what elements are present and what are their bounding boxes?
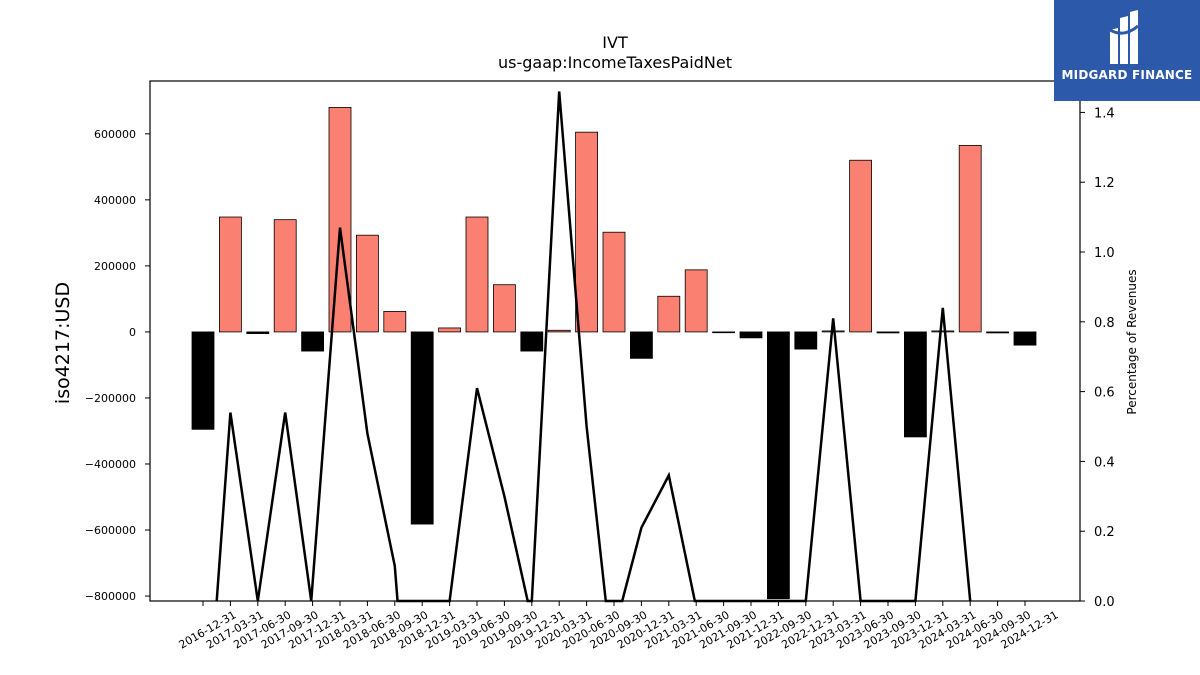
y2-tick-label: 0.2 — [1094, 525, 1115, 540]
bar-2018-09-30 — [383, 311, 407, 333]
y-tick-label: −800000 — [85, 590, 136, 603]
logo-text: MIDGARD FINANCE — [1061, 68, 1193, 82]
bar-2018-12-31 — [410, 331, 434, 525]
chart-subtitle: us-gaap:IncomeTaxesPaidNet — [498, 53, 732, 72]
y2-tick-label: 1.4 — [1094, 106, 1115, 121]
y-tick-label: 400000 — [94, 194, 136, 207]
y2-tick-label: 0.6 — [1094, 386, 1115, 401]
y-axis-label: iso4217:USD — [52, 282, 74, 404]
bar-2019-03-31 — [438, 327, 462, 333]
y2-tick-label: 1.2 — [1094, 176, 1115, 191]
bar-2021-03-31 — [657, 295, 681, 333]
bar-2024-12-31 — [1013, 331, 1037, 346]
bar-2023-06-30 — [849, 159, 872, 333]
y-tick-label: −600000 — [85, 524, 136, 537]
bar-2022-12-31 — [794, 331, 818, 350]
bar-2024-03-31 — [931, 330, 955, 333]
midgard-finance-logo: MIDGARD FINANCE — [1054, 0, 1200, 101]
y-tick-label: −400000 — [85, 458, 136, 471]
bar-2018-06-30 — [355, 234, 379, 333]
bar-2020-06-30 — [575, 131, 598, 333]
bar-2016-12-31 — [191, 331, 215, 430]
y-tick-label: 200000 — [94, 260, 136, 273]
percentage-line — [215, 91, 972, 603]
y2-tick-label: 1.0 — [1094, 246, 1115, 261]
plot-frame — [149, 80, 1081, 602]
bar-2019-09-30 — [492, 284, 516, 333]
bar-2017-03-31 — [218, 216, 242, 333]
bar-2024-06-30 — [958, 144, 982, 333]
bar-2019-12-31 — [520, 331, 544, 352]
bar-2021-12-31 — [739, 331, 763, 339]
bar-2020-03-31 — [547, 329, 571, 333]
y-tick-label: 600000 — [94, 128, 136, 141]
chart-title: IVT — [602, 33, 628, 52]
bar-2022-09-30 — [767, 331, 790, 600]
bar-2017-12-31 — [301, 331, 325, 352]
y2-axis-label: Percentage of Revenues — [1125, 269, 1139, 414]
y-tick-label: −200000 — [85, 392, 136, 405]
bar-2017-09-30 — [273, 219, 297, 333]
bar-2023-09-30 — [876, 331, 900, 334]
bar-2020-12-31 — [630, 331, 653, 359]
bar-2017-06-30 — [246, 331, 270, 334]
bar-2019-06-30 — [465, 216, 489, 333]
bar-2023-12-31 — [904, 331, 927, 438]
y-tick-label: 0 — [129, 326, 136, 339]
logo-mark-icon — [1109, 10, 1139, 64]
y2-tick-label: 0.8 — [1094, 316, 1115, 331]
bar-2020-09-30 — [602, 231, 626, 333]
bar-2021-06-30 — [684, 269, 708, 333]
bar-2024-09-30 — [986, 331, 1009, 334]
bar-2018-03-31 — [328, 107, 352, 333]
y2-tick-label: 0.4 — [1094, 455, 1115, 470]
bar-2021-09-30 — [712, 331, 735, 334]
y2-tick-label: 0.0 — [1094, 595, 1115, 610]
